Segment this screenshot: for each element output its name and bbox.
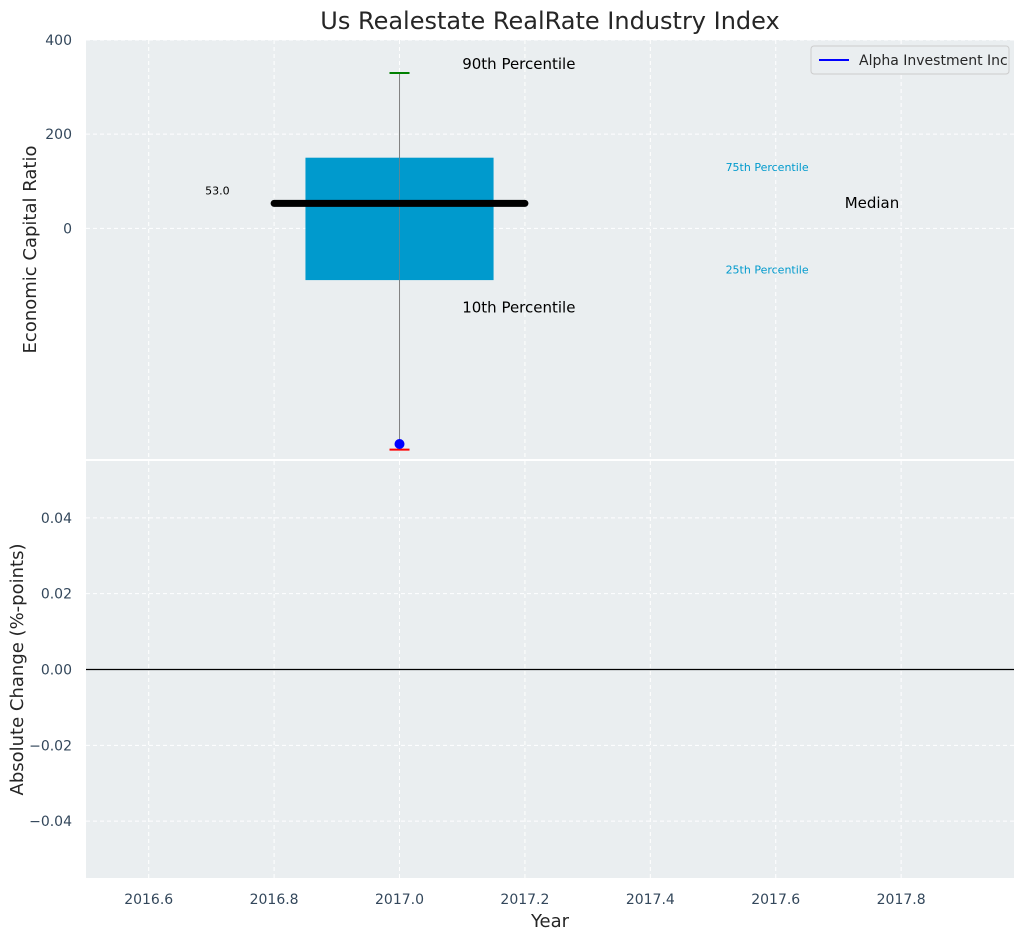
percentile-annotation: 75th Percentile xyxy=(726,161,809,174)
percentile-annotation: 10th Percentile xyxy=(462,299,575,317)
top-axes-background xyxy=(86,40,1014,459)
bottom-y-axis-label: Absolute Change (%-points) xyxy=(7,544,28,796)
bottom-y-tick-label: 0.04 xyxy=(41,511,72,527)
top-y-axis-label: Economic Capital Ratio xyxy=(20,146,41,354)
x-tick-label: 2017.2 xyxy=(500,892,549,908)
percentile-annotation: 53.0 xyxy=(205,185,230,198)
x-tick-label: 2016.6 xyxy=(124,892,173,908)
bottom-y-tick-label: 0.00 xyxy=(41,663,72,679)
x-tick-label: 2016.8 xyxy=(250,892,299,908)
x-tick-label: 2017.4 xyxy=(626,892,675,908)
chart-title: Us Realestate RealRate Industry Index xyxy=(320,7,779,35)
legend-box xyxy=(810,45,1010,75)
x-tick-label: 2017.8 xyxy=(877,892,926,908)
x-axis-label: Year xyxy=(530,911,570,932)
top-y-tick-label: 400 xyxy=(45,33,72,49)
percentile-annotation: 25th Percentile xyxy=(726,264,809,277)
bottom-y-tick-label: 0.02 xyxy=(41,587,72,603)
x-tick-label: 2017.6 xyxy=(751,892,800,908)
top-y-tick-label: 0 xyxy=(63,221,72,237)
bottom-y-tick-label: −0.04 xyxy=(29,814,72,830)
percentile-annotation: 90th Percentile xyxy=(462,55,575,73)
x-tick-label: 2017.0 xyxy=(375,892,424,908)
percentile-annotation: Median xyxy=(845,194,900,212)
top-y-tick-label: 200 xyxy=(45,127,72,143)
bottom-y-tick-label: −0.02 xyxy=(29,738,72,754)
legend-entry-label: Alpha Investment Inc xyxy=(859,53,1008,69)
company-data-point xyxy=(394,439,405,449)
